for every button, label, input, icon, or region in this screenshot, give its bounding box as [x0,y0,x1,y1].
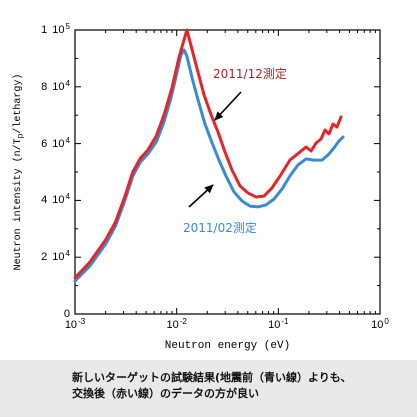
caption-panel [0,360,417,417]
y-axis-label: Neutron intensity (n/Tp/lethargy) [12,74,26,271]
y-tick-label: 1 105 [20,22,70,37]
tick-base: 10 [371,319,384,331]
y-axis-label-text: Neutron intensity (n/T [12,138,24,270]
annotation-arrow-2011-12 [214,91,242,121]
tick-exponent: 4 [65,192,70,202]
tick-base: 10 [268,319,281,331]
axis-ticks [74,29,381,315]
tick-exponent: -3 [78,317,86,326]
caption-line-1: 新しいターゲットの試験結果(地震前（青い線）よりも、 [72,371,352,384]
tick-base: 10 [52,137,65,150]
tick-exponent: 0 [384,317,389,326]
tick-mantissa: 0 [63,308,70,320]
tick-mantissa: 8 [41,80,48,93]
tick-exponent: 4 [65,249,70,259]
tick-base: 10 [166,319,179,331]
tick-exponent: 5 [65,22,70,31]
tick-mantissa: 1 [41,24,48,36]
x-tick-label: 100 [360,317,400,332]
x-axis-label: Neutron energy (eV) [164,340,291,352]
tick-base: 10 [64,319,78,331]
series-line-2011-02 [73,48,345,283]
tick-exponent: 4 [65,78,70,88]
series-line-2011-12 [73,28,343,280]
tick-mantissa: 6 [41,137,48,150]
x-tick-label: 10-2 [157,317,197,332]
y-axis-label-tail: /lethargy) [12,74,24,134]
y-tick-label: 6 104 [20,135,70,151]
y-tick-label: 0 [20,307,70,321]
tick-base: 10 [52,251,65,264]
y-tick-label: 8 104 [20,78,70,94]
y-tick-label: 4 104 [20,192,70,207]
annotation-arrow-2011-02 [188,184,214,208]
annotation-label-2011-12: 2011/12測定 [213,67,287,81]
y-axis-label-subscript: p [17,133,26,138]
tick-exponent: -2 [179,317,187,326]
caption-line-2: 交換後（赤い線）のデータの方が良い [72,387,259,400]
tick-mantissa: 2 [41,251,48,264]
tick-mantissa: 4 [41,194,48,207]
y-tick-label: 2 104 [20,249,70,264]
tick-base: 10 [52,194,65,207]
plot-frame [74,29,381,315]
x-tick-label: 10-3 [55,317,95,332]
tick-base: 10 [52,24,65,36]
tick-exponent: -1 [281,317,289,326]
annotation-label-2011-02: 2011/02測定 [183,221,257,235]
x-tick-label: 10-1 [258,317,298,332]
tick-base: 10 [52,80,65,93]
tick-exponent: 4 [65,135,70,145]
series-lines [73,28,345,283]
